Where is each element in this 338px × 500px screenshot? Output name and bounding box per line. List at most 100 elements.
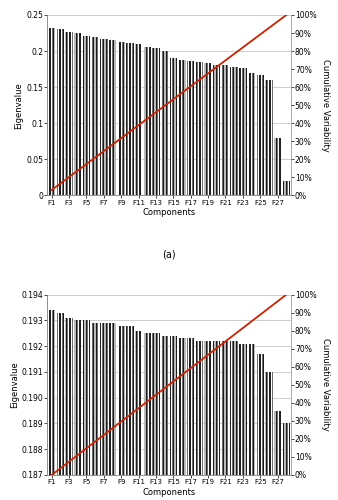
Bar bbox=[274, 138, 281, 196]
Bar bbox=[144, 48, 151, 196]
Bar bbox=[100, 323, 107, 500]
Bar bbox=[152, 48, 160, 196]
Text: (a): (a) bbox=[162, 250, 176, 260]
Bar bbox=[231, 341, 238, 500]
Bar bbox=[126, 43, 134, 196]
Bar bbox=[248, 344, 255, 500]
Bar bbox=[100, 39, 107, 196]
Bar bbox=[196, 62, 203, 196]
Y-axis label: Eigenvalue: Eigenvalue bbox=[15, 82, 23, 128]
Bar bbox=[265, 80, 273, 196]
Bar bbox=[283, 424, 290, 500]
Bar bbox=[283, 181, 290, 196]
Bar bbox=[204, 64, 212, 196]
Bar bbox=[239, 344, 247, 500]
Bar bbox=[74, 33, 81, 196]
Bar bbox=[91, 36, 99, 196]
Bar bbox=[152, 334, 160, 500]
Bar bbox=[222, 341, 229, 500]
Bar bbox=[109, 323, 116, 500]
Bar bbox=[231, 67, 238, 196]
Bar bbox=[57, 312, 64, 500]
Bar bbox=[152, 48, 160, 196]
Y-axis label: Eigenvalue: Eigenvalue bbox=[9, 362, 19, 408]
Bar bbox=[100, 39, 107, 196]
Bar bbox=[100, 323, 107, 500]
Bar bbox=[213, 341, 220, 500]
Bar bbox=[222, 341, 229, 500]
Bar bbox=[274, 410, 281, 500]
Bar bbox=[222, 65, 229, 196]
Bar bbox=[196, 341, 203, 500]
Bar bbox=[213, 65, 220, 196]
Bar bbox=[170, 58, 177, 196]
Bar bbox=[213, 341, 220, 500]
Bar bbox=[187, 61, 194, 196]
Bar bbox=[118, 42, 125, 196]
Bar bbox=[83, 36, 90, 196]
Bar bbox=[109, 40, 116, 196]
Bar bbox=[239, 344, 247, 500]
Bar bbox=[83, 36, 90, 196]
Bar bbox=[144, 334, 151, 500]
Bar bbox=[135, 330, 142, 500]
Bar bbox=[274, 410, 281, 500]
Bar bbox=[109, 323, 116, 500]
Bar bbox=[65, 32, 73, 196]
Bar bbox=[170, 58, 177, 196]
Y-axis label: Cumulative Variability: Cumulative Variability bbox=[321, 59, 330, 152]
Bar bbox=[65, 318, 73, 500]
Bar bbox=[65, 32, 73, 196]
Bar bbox=[248, 344, 255, 500]
Bar bbox=[196, 62, 203, 196]
Bar bbox=[187, 61, 194, 196]
Bar bbox=[126, 326, 134, 500]
Bar bbox=[231, 67, 238, 196]
Bar bbox=[178, 338, 186, 500]
Bar bbox=[274, 138, 281, 196]
Bar bbox=[57, 28, 64, 196]
Bar bbox=[257, 75, 264, 196]
Bar bbox=[265, 372, 273, 500]
Bar bbox=[83, 320, 90, 500]
Bar bbox=[178, 60, 186, 196]
Bar bbox=[257, 75, 264, 196]
Bar bbox=[222, 65, 229, 196]
Bar bbox=[91, 323, 99, 500]
Bar bbox=[65, 318, 73, 500]
Bar bbox=[187, 338, 194, 500]
Bar bbox=[170, 336, 177, 500]
Bar bbox=[283, 181, 290, 196]
Bar bbox=[74, 320, 81, 500]
Bar bbox=[283, 424, 290, 500]
Bar bbox=[74, 33, 81, 196]
Bar bbox=[231, 341, 238, 500]
Bar bbox=[126, 43, 134, 196]
Bar bbox=[257, 354, 264, 500]
Bar bbox=[126, 326, 134, 500]
Bar bbox=[239, 68, 247, 196]
Bar bbox=[170, 336, 177, 500]
Bar bbox=[196, 341, 203, 500]
Bar bbox=[83, 320, 90, 500]
Bar bbox=[48, 28, 55, 196]
Bar bbox=[178, 338, 186, 500]
Bar bbox=[118, 42, 125, 196]
Bar bbox=[265, 80, 273, 196]
Bar bbox=[118, 326, 125, 500]
Bar bbox=[204, 341, 212, 500]
Bar bbox=[109, 40, 116, 196]
Bar bbox=[204, 341, 212, 500]
Bar bbox=[135, 44, 142, 196]
Bar bbox=[152, 334, 160, 500]
Bar bbox=[144, 334, 151, 500]
X-axis label: Components: Components bbox=[142, 208, 196, 218]
Bar bbox=[135, 330, 142, 500]
Bar bbox=[48, 310, 55, 500]
Bar bbox=[213, 65, 220, 196]
Bar bbox=[239, 68, 247, 196]
Bar bbox=[248, 72, 255, 196]
Bar bbox=[161, 51, 168, 196]
Bar bbox=[248, 72, 255, 196]
Bar bbox=[57, 312, 64, 500]
